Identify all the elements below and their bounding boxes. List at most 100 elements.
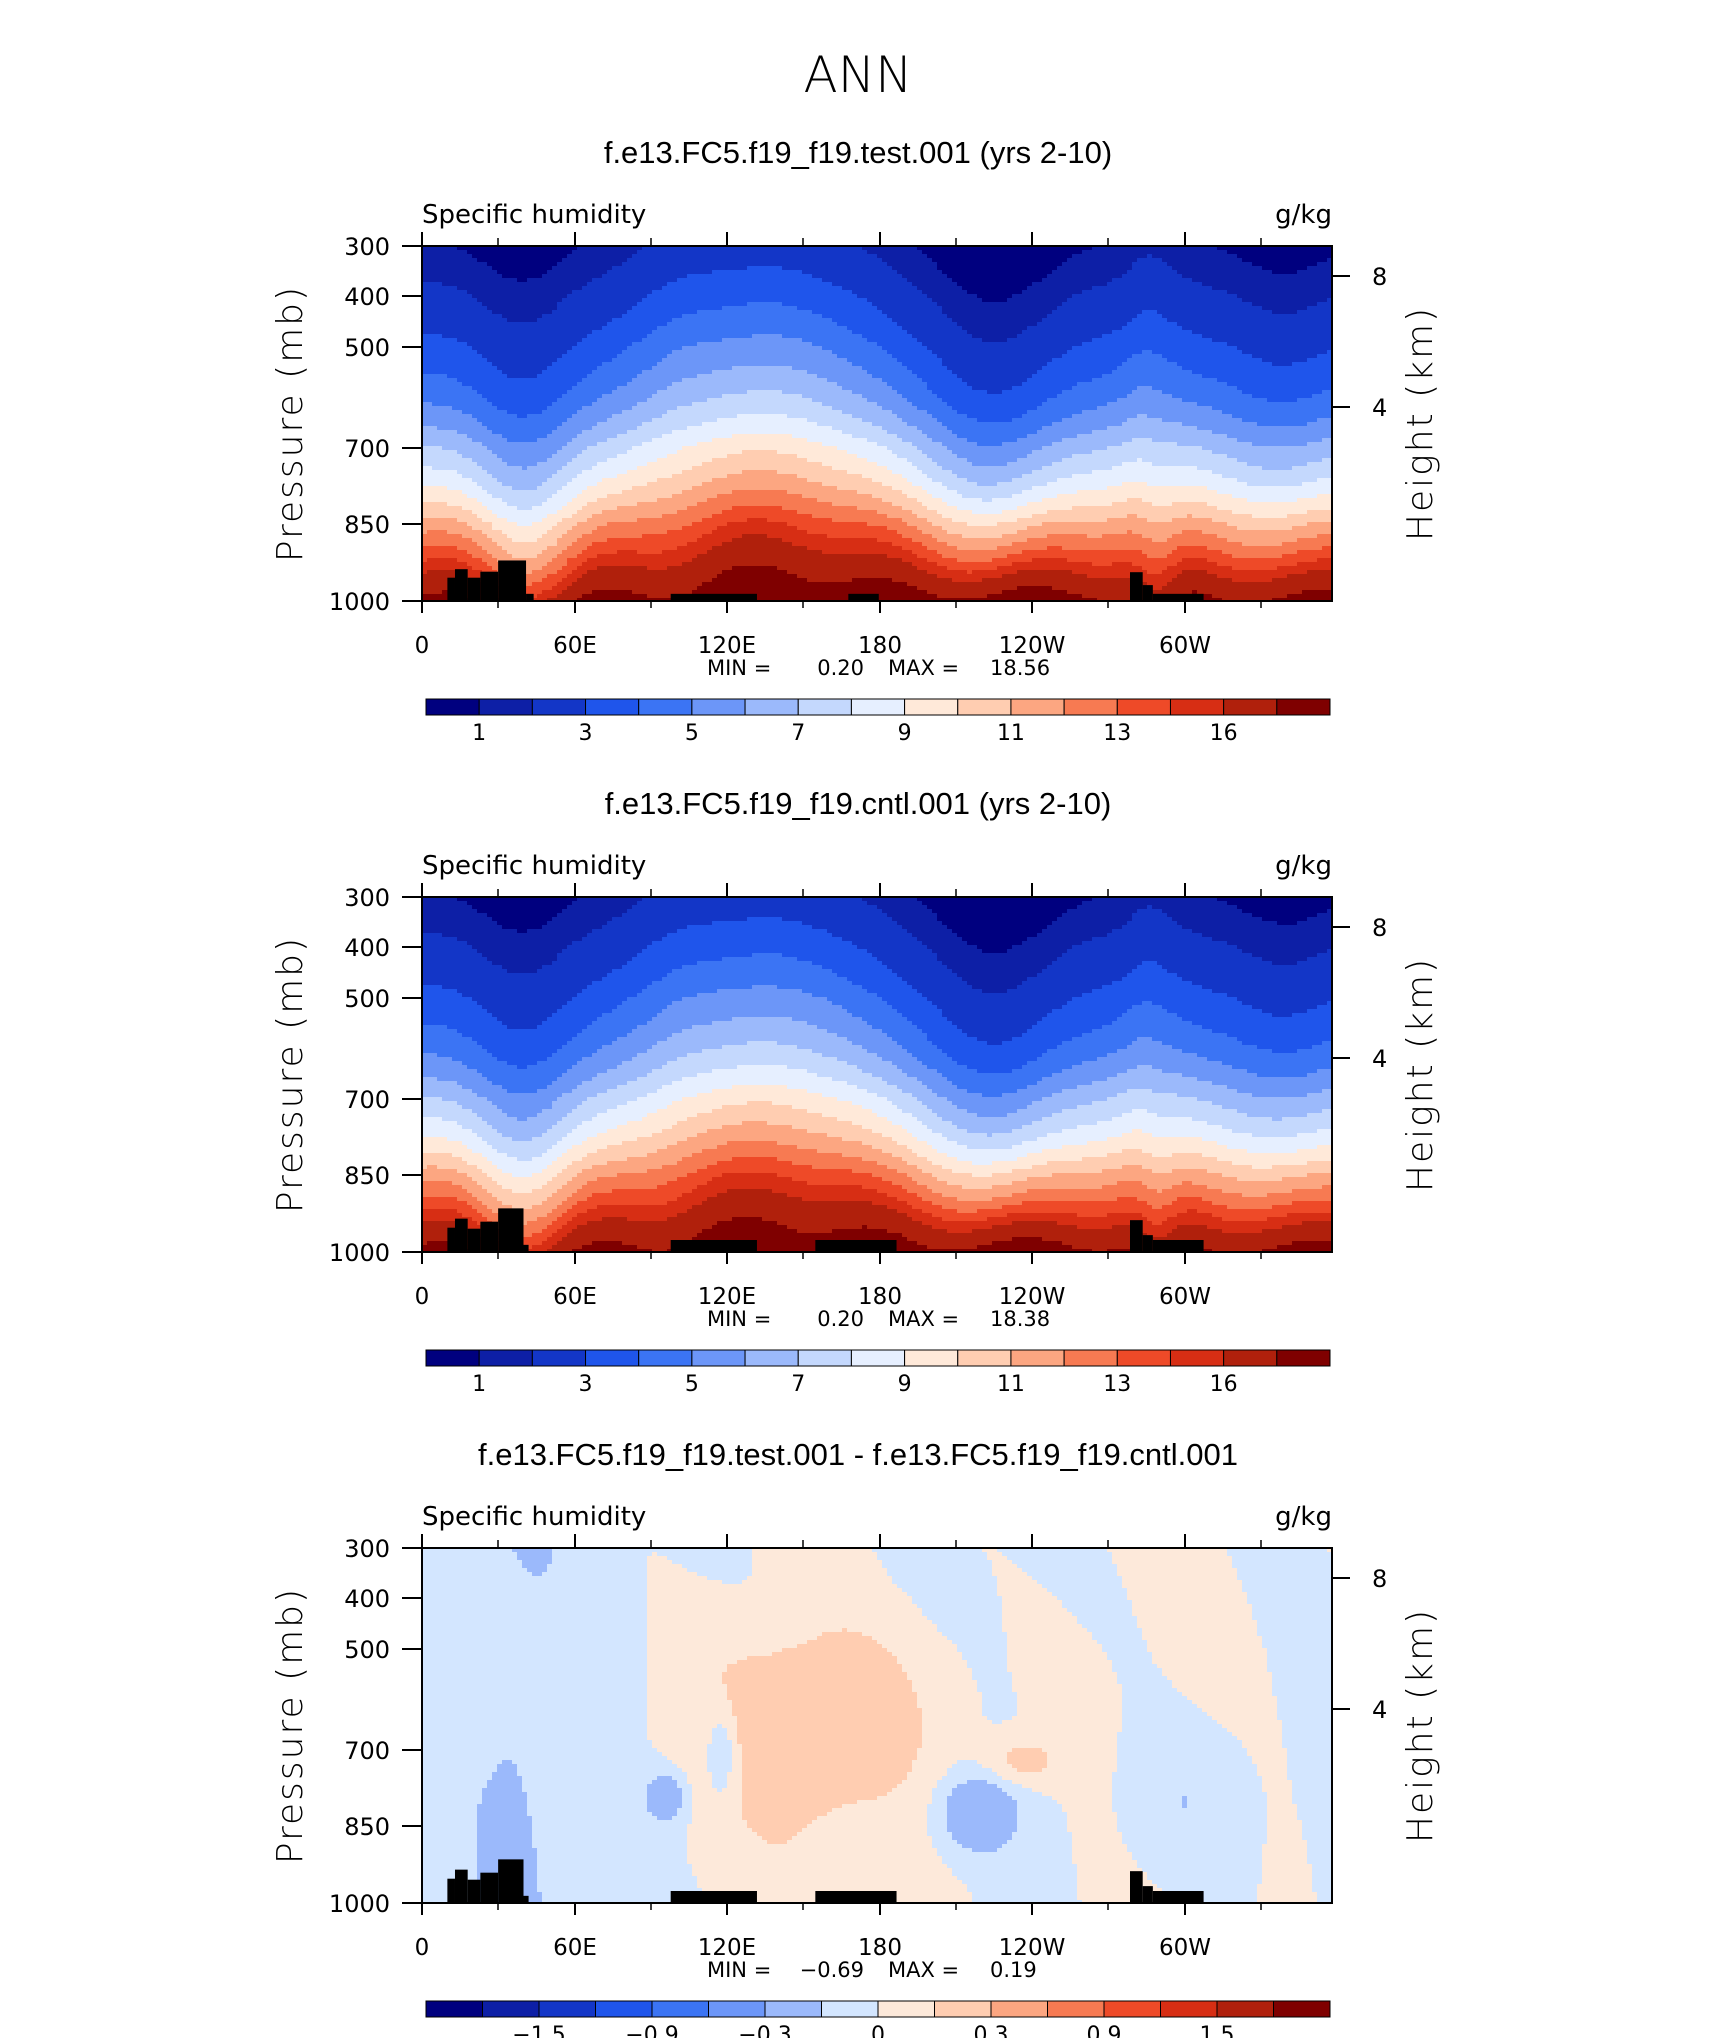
- terrain-block: [1130, 572, 1143, 601]
- y-axis-label: Pressure (mb): [270, 936, 311, 1213]
- x-tick-label: 180: [858, 1935, 902, 1961]
- panel-title: f.e13.FC5.f19_f19.test.001 (yrs 2-10): [604, 135, 1112, 170]
- colorbar-swatch: [1010, 1349, 1065, 1367]
- x-tick-label: 60E: [553, 633, 597, 659]
- min-value: 0.20: [817, 656, 864, 680]
- terrain-block: [1142, 1886, 1153, 1903]
- colorbar-swatch: [638, 698, 693, 716]
- colorbar-swatch: [1010, 698, 1065, 716]
- colorbar-swatch: [1047, 2000, 1105, 2018]
- terrain-block: [815, 1240, 897, 1252]
- colorbar-swatch: [585, 698, 640, 716]
- plot-frame: [421, 1547, 1333, 1904]
- terrain-block: [480, 571, 499, 601]
- y-tick-label: 500: [344, 985, 390, 1013]
- x-tick-label: 60E: [553, 1935, 597, 1961]
- variable-label: Specific humidity: [422, 200, 646, 230]
- colorbar-label: 0.3: [974, 2023, 1009, 2038]
- terrain-block: [523, 1244, 529, 1252]
- colorbar-swatch: [850, 698, 906, 716]
- x-tick-label: 120W: [999, 1284, 1066, 1310]
- max-label: MAX =: [888, 1307, 959, 1331]
- max-label: MAX =: [888, 656, 959, 680]
- contour-field: [422, 246, 1332, 601]
- y-tick-label: 1000: [329, 588, 390, 616]
- panel-title: f.e13.FC5.f19_f19.test.001 - f.e13.FC5.f…: [478, 1437, 1238, 1472]
- colorbar-label: 11: [997, 721, 1025, 746]
- colorbar-swatch: [1223, 1349, 1278, 1367]
- y2-axis-label: Height (km): [1400, 306, 1441, 541]
- colorbar-label: 16: [1210, 721, 1238, 746]
- terrain-block: [454, 1218, 468, 1252]
- colorbar-swatch: [1063, 1349, 1118, 1367]
- terrain-block: [480, 1221, 499, 1252]
- plot-frame: [421, 896, 1333, 1253]
- y2-tick-label: 8: [1372, 1565, 1387, 1593]
- colorbar-swatch: [638, 1349, 693, 1367]
- x-tick-label: 120E: [698, 1935, 756, 1961]
- variable-label: Specific humidity: [422, 851, 646, 881]
- colorbar-swatch: [1276, 698, 1331, 716]
- figure-title: ANN: [803, 46, 912, 104]
- chart-panel-2: f.e13.FC5.f19_f19.cntl.001 (yrs 2-10) Spe…: [270, 786, 1441, 1397]
- x-tick-label: 180: [858, 1284, 902, 1310]
- y-tick-label: 850: [344, 511, 390, 539]
- x-tick-label: 0: [415, 1935, 430, 1961]
- colorbar-label: 3: [579, 1372, 593, 1397]
- min-label: MIN =: [707, 656, 771, 680]
- colorbar-swatch: [482, 2000, 540, 2018]
- colorbar-swatch: [1223, 698, 1278, 716]
- variable-label: Specific humidity: [422, 1502, 646, 1532]
- colorbar-label: 9: [898, 1372, 912, 1397]
- y-tick-label: 300: [344, 233, 390, 261]
- y-tick-label: 850: [344, 1162, 390, 1190]
- colorbar-swatch: [744, 1349, 799, 1367]
- colorbar-swatch: [957, 698, 1012, 716]
- terrain-block: [498, 560, 527, 601]
- colorbar-swatch: [1273, 2000, 1331, 2018]
- colorbar-swatch: [1116, 1349, 1171, 1367]
- y-tick-label: 400: [344, 934, 390, 962]
- colorbar-label: 13: [1103, 1372, 1131, 1397]
- min-label: MIN =: [707, 1307, 771, 1331]
- colorbar-label: 9: [898, 721, 912, 746]
- colorbar-swatch: [990, 2000, 1048, 2018]
- y-tick-label: 500: [344, 334, 390, 362]
- x-tick-label: 120E: [698, 633, 756, 659]
- terrain-block: [848, 593, 879, 601]
- x-tick-label: 60W: [1159, 1935, 1211, 1961]
- colorbar-swatch: [478, 698, 533, 716]
- terrain-block: [1130, 1220, 1143, 1252]
- colorbar-swatch: [1160, 2000, 1218, 2018]
- colorbar-swatch: [1276, 1349, 1331, 1367]
- colorbar-label: 5: [685, 1372, 699, 1397]
- units-label: g/kg: [1275, 1502, 1332, 1532]
- colorbar-label: 1: [472, 1372, 486, 1397]
- colorbar-swatch: [531, 1349, 587, 1367]
- terrain-block: [480, 1872, 499, 1903]
- y2-tick-label: 4: [1372, 1696, 1387, 1724]
- x-tick-label: 60W: [1159, 1284, 1211, 1310]
- colorbar-swatch: [850, 1349, 906, 1367]
- x-tick-label: 0: [415, 633, 430, 659]
- max-value: 18.38: [990, 1307, 1050, 1331]
- colorbar-swatch: [531, 698, 587, 716]
- x-tick-label: 60W: [1159, 633, 1211, 659]
- colorbar-swatch: [877, 2000, 935, 2018]
- y-tick-label: 400: [344, 1585, 390, 1613]
- colorbar-label: 5: [685, 721, 699, 746]
- contour-field: [422, 1548, 1332, 1903]
- colorbar: 1 3 5 7 9 11 13 16: [425, 698, 1331, 746]
- plot-frame: [421, 245, 1333, 602]
- colorbar-swatch: [425, 698, 480, 716]
- colorbar-swatch: [797, 1349, 852, 1367]
- colorbar-label: 1.5: [1200, 2023, 1235, 2038]
- colorbar-swatch: [708, 2000, 766, 2018]
- colorbar-swatch: [691, 698, 746, 716]
- colorbar-label: 0: [871, 2023, 885, 2038]
- y-tick-label: 400: [344, 283, 390, 311]
- terrain-block: [670, 1891, 757, 1903]
- terrain-block: [447, 577, 455, 601]
- colorbar-swatch: [1116, 698, 1171, 716]
